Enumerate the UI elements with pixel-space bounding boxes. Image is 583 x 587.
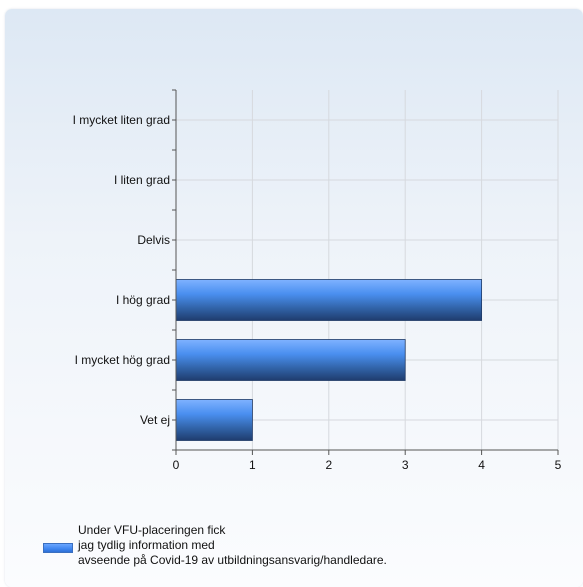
legend-label: Under VFU-placeringen fick jag tydlig in…	[78, 523, 387, 567]
axes	[172, 89, 559, 455]
labels: I mycket liten grad I liten grad Delvis I h…	[73, 113, 562, 472]
y-tick-label: I liten grad	[114, 173, 170, 187]
x-tick-label: 0	[173, 458, 180, 472]
chart-panel: I mycket liten grad I liten grad Delvis I h…	[5, 9, 583, 587]
legend: Under VFU-placeringen fick jag tydlig in…	[43, 522, 563, 574]
bar	[175, 339, 406, 381]
y-tick-label: I mycket hög grad	[75, 353, 170, 367]
y-tick-label: I mycket liten grad	[73, 113, 170, 127]
legend-swatch	[43, 543, 73, 553]
bar-chart: I mycket liten grad I liten grad Delvis I h…	[73, 89, 562, 472]
x-tick-label: 1	[249, 458, 256, 472]
y-tick-label: Vet ej	[140, 413, 170, 427]
bar	[175, 279, 483, 321]
x-tick-label: 4	[478, 458, 485, 472]
y-tick-label: Delvis	[137, 233, 170, 247]
x-tick-label: 3	[402, 458, 409, 472]
x-tick-label: 5	[555, 458, 562, 472]
y-tick-label: I hög grad	[116, 293, 170, 307]
grid	[176, 90, 559, 450]
x-tick-label: 2	[325, 458, 332, 472]
bar	[175, 399, 253, 441]
